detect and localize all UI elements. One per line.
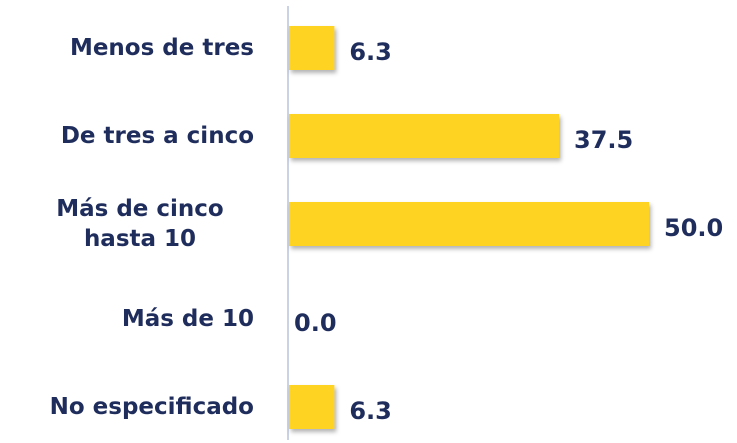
- category-label: Menos de tres: [69, 35, 254, 61]
- bar: [289, 114, 559, 158]
- value-label: 6.3: [349, 397, 392, 425]
- value-label: 50.0: [664, 214, 724, 242]
- category-label: Más de cinco hasta 10: [56, 196, 224, 252]
- bar: [289, 26, 335, 70]
- value-label: 6.3: [349, 38, 392, 66]
- bar: [289, 202, 649, 246]
- bar: [289, 385, 335, 429]
- value-label: 37.5: [574, 126, 634, 154]
- category-label: Más de 10: [121, 306, 254, 332]
- category-label: No especificado: [49, 394, 254, 420]
- value-label: 0.0: [294, 309, 337, 337]
- category-label: De tres a cinco: [60, 123, 254, 149]
